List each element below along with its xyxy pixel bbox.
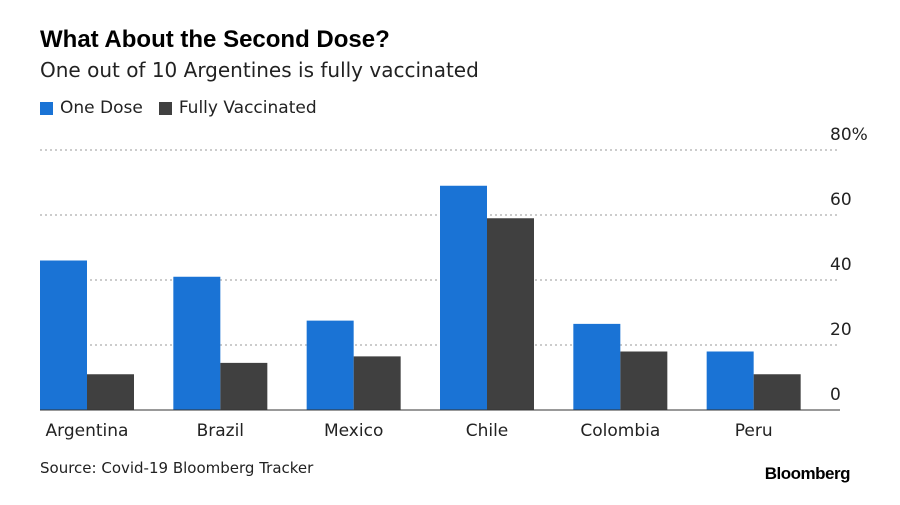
- xtick-label: Argentina: [46, 421, 129, 441]
- ytick-label: 40: [830, 255, 852, 275]
- bar-one-dose: [706, 351, 754, 410]
- bar-fully-vaccinated: [487, 218, 534, 410]
- legend-item-fully-vaccinated: Fully Vaccinated: [158, 98, 317, 118]
- xtick-label: Peru: [735, 421, 773, 441]
- chart-subtitle: One out of 10 Argentines is fully vaccin…: [40, 58, 479, 82]
- bar-fully-vaccinated: [87, 374, 134, 410]
- bar-fully-vaccinated: [220, 362, 268, 410]
- bar-fully-vaccinated: [353, 356, 401, 410]
- bar-fully-vaccinated: [753, 374, 801, 410]
- xtick-label: Chile: [466, 421, 509, 441]
- bar-one-dose: [173, 276, 221, 410]
- ytick-label: 80%: [830, 125, 868, 145]
- bar-one-dose: [440, 185, 487, 410]
- xtick-label: Mexico: [324, 421, 383, 441]
- xtick-label: Colombia: [580, 421, 660, 441]
- xtick-labels: Argentina Brazil Mexico Chile Colombia Peru: [46, 421, 773, 441]
- legend-label-fully-vaccinated: Fully Vaccinated: [178, 98, 317, 118]
- legend-item-one-dose: One Dose: [40, 98, 143, 118]
- bar-one-dose: [306, 320, 354, 410]
- bars: [40, 185, 801, 410]
- ytick-label: 60: [830, 190, 852, 210]
- xtick-label: Brazil: [197, 421, 244, 441]
- bar-one-dose: [573, 323, 621, 410]
- bar-one-dose: [40, 260, 87, 410]
- bloomberg-logo: Bloomberg: [764, 464, 851, 483]
- legend-label-one-dose: One Dose: [60, 98, 143, 118]
- ytick-labels: 0 20 40 60 80%: [830, 125, 868, 405]
- ytick-label: 20: [830, 320, 852, 340]
- source-note: Source: Covid-19 Bloomberg Tracker: [40, 459, 314, 477]
- bar-fully-vaccinated: [620, 351, 668, 410]
- legend: One Dose Fully Vaccinated: [40, 98, 333, 118]
- ytick-label: 0: [830, 385, 841, 405]
- chart-title: What About the Second Dose?: [40, 26, 390, 53]
- legend-swatch-fully-vaccinated: [158, 101, 172, 115]
- legend-swatch-one-dose: [40, 101, 53, 115]
